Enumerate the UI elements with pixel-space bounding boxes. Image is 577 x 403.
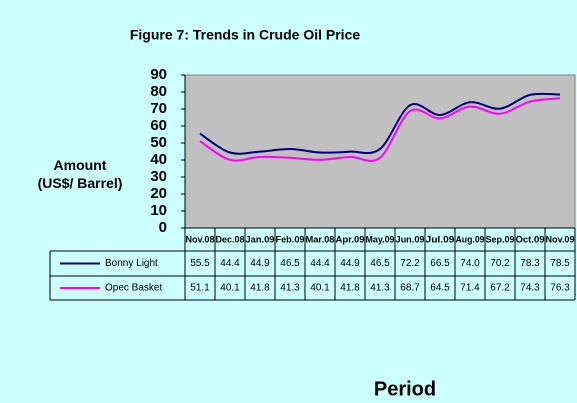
legend-label: Bonny Light — [105, 258, 158, 269]
x-tick-label: Dec.08 — [216, 234, 245, 244]
y-tick-label: 10 — [150, 202, 167, 219]
table-value: 78.3 — [520, 258, 540, 269]
legend-label: Opec Basket — [105, 283, 162, 294]
table-value: 46.5 — [370, 258, 390, 269]
table-value: 44.4 — [220, 258, 240, 269]
plot-area — [184, 74, 576, 229]
y-tick-label: 80 — [150, 83, 167, 100]
table-value: 41.8 — [340, 283, 360, 294]
x-tick-label: Oct.09 — [516, 234, 545, 244]
chart-title: Figure 7: Trends in Crude Oil Price — [130, 27, 360, 43]
series-line — [199, 97, 561, 162]
y-tick-label: 40 — [150, 151, 167, 168]
x-tick-label: Jun.09 — [396, 234, 425, 244]
table-value: 76.3 — [550, 283, 570, 294]
x-tick-label: Apr.09 — [336, 234, 365, 244]
x-tick-label: Sep.09 — [486, 234, 515, 244]
table-value: 44.9 — [250, 258, 270, 269]
table-value: 55.5 — [190, 258, 210, 269]
x-tick-label: Aug.09 — [456, 234, 485, 244]
table-value: 74.0 — [460, 258, 480, 269]
x-tick-label: May.09 — [366, 234, 395, 244]
table-value: 40.1 — [220, 283, 240, 294]
x-axis-label: Period — [374, 378, 436, 400]
table-value: 72.2 — [400, 258, 420, 269]
table-value: 71.4 — [460, 283, 480, 294]
table-value: 44.4 — [310, 258, 330, 269]
y-axis-label-line: (US$/ Barrel) — [38, 175, 123, 191]
x-tick-label: Mar.08 — [306, 234, 335, 244]
y-tick-label: 90 — [150, 66, 167, 83]
table-value: 41.8 — [250, 283, 270, 294]
y-tick-label: 50 — [150, 134, 167, 151]
table-value: 46.5 — [280, 258, 300, 269]
y-tick-label: 70 — [150, 100, 167, 117]
y-axis-label-line: Amount — [54, 157, 107, 173]
table-value: 70.2 — [490, 258, 510, 269]
table-value: 51.1 — [190, 283, 210, 294]
table-value: 74.3 — [520, 283, 540, 294]
x-tick-label: Jan.09 — [246, 234, 275, 244]
table-value: 66.5 — [430, 258, 450, 269]
table-value: 64.5 — [430, 283, 450, 294]
table-value: 41.3 — [370, 283, 390, 294]
x-tick-label: Nov.09 — [546, 234, 575, 244]
table-value: 40.1 — [310, 283, 330, 294]
series-line — [199, 92, 561, 155]
y-tick-label: 60 — [150, 117, 167, 134]
table-value: 67.2 — [490, 283, 510, 294]
table-value: 44.9 — [340, 258, 360, 269]
table-value: 78.5 — [550, 258, 570, 269]
x-tick-label: Feb.09 — [276, 234, 305, 244]
x-tick-label: Jul.09 — [426, 234, 455, 244]
table-value: 68.7 — [400, 283, 420, 294]
x-tick-label: Nov.08 — [186, 234, 215, 244]
table-value: 41.3 — [280, 283, 300, 294]
y-axis-label: Amount (US$/ Barrel) — [38, 157, 123, 191]
y-tick-label: 20 — [150, 185, 167, 202]
y-tick-label: 30 — [150, 168, 167, 185]
y-tick-label: 0 — [159, 219, 167, 236]
